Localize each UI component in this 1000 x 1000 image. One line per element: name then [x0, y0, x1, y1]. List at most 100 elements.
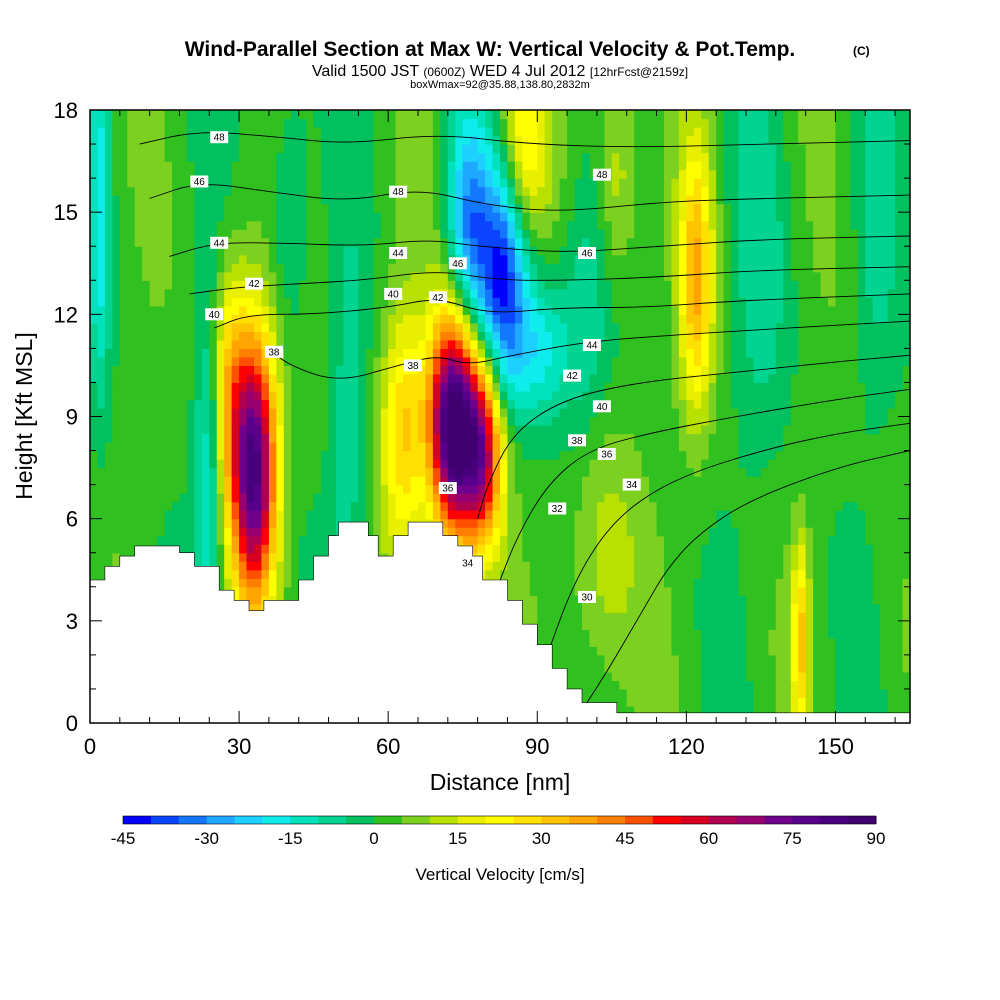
velocity-cell: [514, 416, 523, 426]
velocity-cell: [589, 288, 598, 298]
velocity-cell: [559, 646, 568, 656]
velocity-cell: [537, 629, 546, 639]
velocity-cell: [216, 416, 225, 426]
velocity-cell: [186, 484, 195, 494]
velocity-cell: [209, 407, 218, 418]
velocity-cell: [440, 246, 449, 256]
velocity-cell: [485, 569, 494, 579]
velocity-cell: [447, 152, 456, 162]
velocity-cell: [224, 493, 233, 503]
velocity-cell: [209, 356, 218, 367]
velocity-cell: [514, 442, 523, 452]
velocity-cell: [172, 314, 181, 324]
velocity-cell: [291, 322, 300, 332]
velocity-cell: [455, 152, 464, 162]
velocity-cell: [291, 493, 300, 503]
velocity-cell: [418, 356, 427, 367]
velocity-cell: [559, 603, 568, 613]
velocity-cell: [559, 339, 568, 349]
velocity-cell: [291, 203, 300, 213]
velocity-cell: [522, 254, 531, 264]
velocity-cell: [574, 637, 583, 647]
velocity-cell: [440, 459, 449, 469]
velocity-cell: [373, 203, 382, 213]
velocity-cell: [112, 348, 121, 358]
velocity-cell: [268, 518, 277, 528]
velocity-cell: [172, 246, 181, 256]
velocity-cell: [321, 399, 330, 409]
velocity-cell: [209, 518, 218, 528]
velocity-cell: [373, 476, 382, 486]
velocity-cell: [507, 373, 516, 384]
velocity-cell: [373, 348, 382, 358]
velocity-cell: [507, 467, 516, 477]
velocity-cell: [201, 356, 210, 367]
velocity-cell: [90, 527, 99, 537]
velocity-cell: [142, 450, 151, 460]
velocity-cell: [216, 459, 225, 469]
velocity-cell: [201, 433, 210, 443]
velocity-cell: [142, 493, 151, 503]
velocity-cell: [291, 237, 300, 247]
velocity-cell: [492, 314, 501, 324]
velocity-cell: [157, 237, 166, 247]
velocity-cell: [410, 203, 419, 213]
velocity-cell: [291, 407, 300, 418]
velocity-cell: [336, 297, 345, 307]
velocity-cell: [358, 442, 367, 452]
velocity-cell: [455, 297, 464, 307]
velocity-cell: [410, 280, 419, 290]
velocity-cell: [410, 484, 419, 494]
velocity-cell: [552, 271, 561, 281]
velocity-cell: [470, 161, 479, 171]
velocity-cell: [350, 161, 359, 171]
velocity-cell: [231, 569, 240, 579]
velocity-cell: [254, 288, 263, 298]
velocity-cell: [231, 110, 240, 120]
velocity-cell: [224, 237, 233, 247]
velocity-cell: [283, 144, 292, 154]
velocity-cell: [552, 331, 561, 341]
velocity-cell: [142, 484, 151, 494]
velocity-cell: [343, 305, 352, 315]
velocity-cell: [209, 288, 218, 298]
velocity-cell: [559, 654, 568, 664]
velocity-cell: [306, 356, 315, 367]
velocity-cell: [500, 459, 509, 469]
velocity-cell: [447, 348, 456, 358]
velocity-cell: [328, 246, 337, 256]
velocity-cell: [589, 476, 598, 486]
velocity-cell: [574, 263, 583, 273]
velocity-cell: [596, 561, 605, 571]
velocity-cell: [239, 127, 248, 137]
velocity-cell: [462, 339, 471, 349]
velocity-cell: [276, 569, 285, 579]
velocity-cell: [90, 220, 99, 230]
velocity-cell: [209, 501, 218, 511]
velocity-cell: [157, 127, 166, 137]
velocity-cell: [455, 399, 464, 409]
velocity-cell: [201, 484, 210, 494]
velocity-cell: [224, 271, 233, 281]
velocity-cell: [500, 561, 509, 571]
velocity-cell: [127, 459, 136, 469]
velocity-cell: [112, 373, 121, 384]
velocity-cell: [582, 552, 591, 562]
velocity-cell: [261, 110, 270, 120]
velocity-cell: [410, 433, 419, 443]
velocity-cell: [432, 348, 441, 358]
velocity-cell: [485, 305, 494, 315]
velocity-cell: [194, 493, 203, 503]
velocity-cell: [246, 484, 255, 494]
velocity-cell: [291, 510, 300, 520]
velocity-cell: [395, 365, 404, 375]
velocity-cell: [313, 169, 322, 179]
velocity-cell: [90, 127, 99, 137]
velocity-cell: [507, 527, 516, 537]
velocity-cell: [343, 467, 352, 477]
velocity-cell: [470, 399, 479, 409]
velocity-cell: [425, 493, 434, 503]
velocity-cell: [522, 603, 531, 613]
velocity-cell: [343, 118, 352, 128]
velocity-cell: [537, 348, 546, 358]
